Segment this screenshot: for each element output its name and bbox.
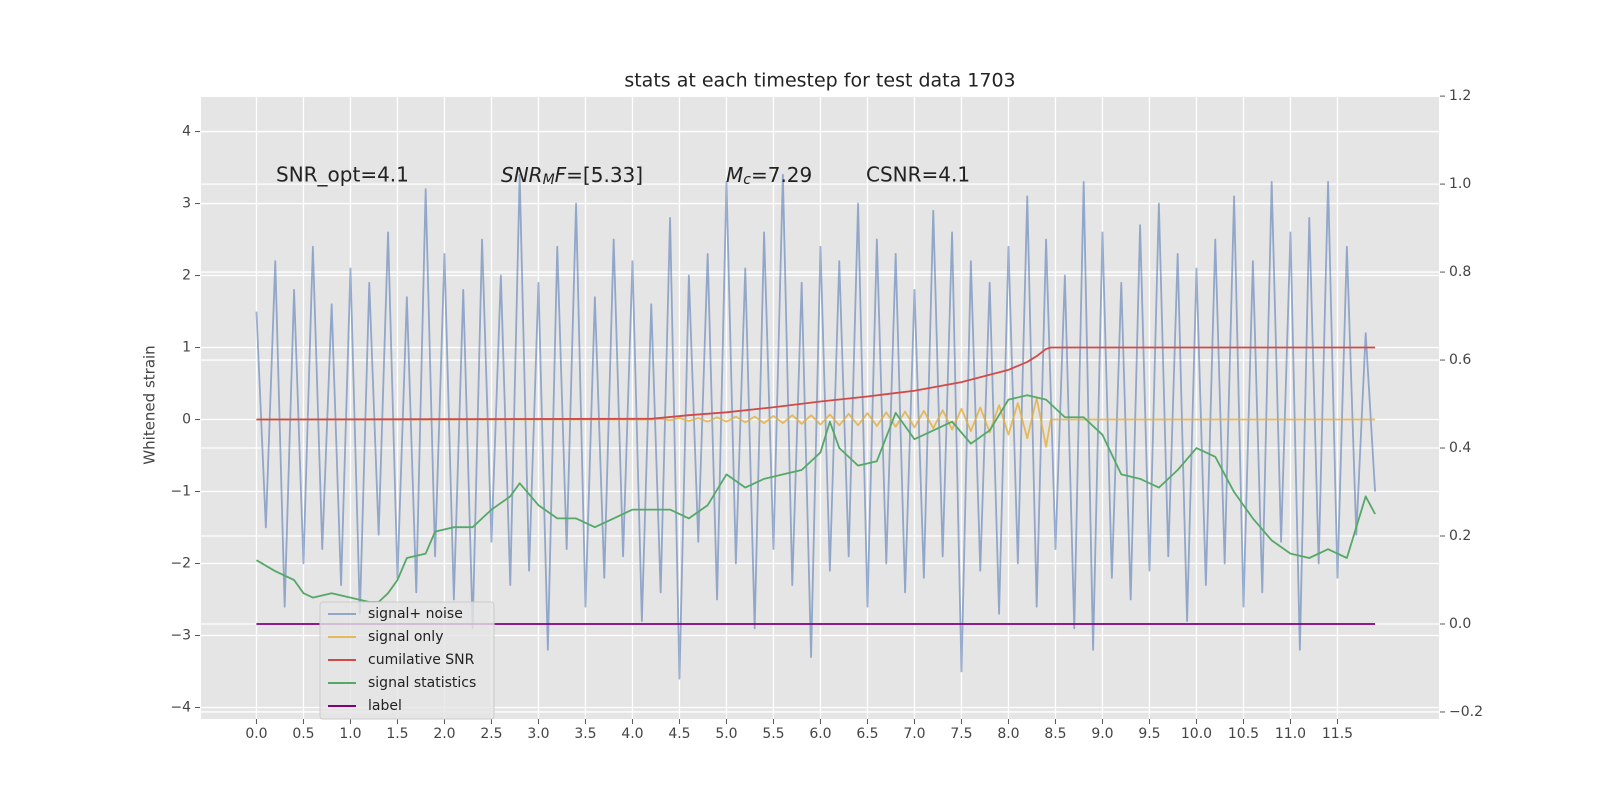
x-tick-label: 1.5 bbox=[386, 726, 408, 742]
x-tick-label: 7.5 bbox=[950, 726, 972, 742]
y2-tick-label: 1.0 bbox=[1449, 176, 1471, 192]
legend-label: label bbox=[368, 698, 402, 714]
x-tick-label: 2.5 bbox=[480, 726, 502, 742]
annotation: Mc=7.29 bbox=[726, 163, 812, 188]
x-tick-label: 8.5 bbox=[1044, 726, 1066, 742]
annotation: SNR_opt=4.1 bbox=[276, 163, 409, 187]
math-part: F bbox=[555, 163, 567, 187]
x-tick-label: 3.5 bbox=[574, 726, 596, 742]
math-part: M bbox=[726, 163, 743, 187]
y-tick-label: −2 bbox=[170, 556, 191, 572]
legend-label: signal+ noise bbox=[368, 606, 463, 622]
legend: signal+ noise signal only cumilative SNR si… bbox=[319, 601, 495, 720]
legend-box bbox=[319, 601, 495, 720]
y2-tick-label: 0.4 bbox=[1449, 440, 1471, 456]
series-line bbox=[255, 173, 1376, 680]
x-tick-label: 4.5 bbox=[668, 726, 690, 742]
x-tick-label: 0.0 bbox=[245, 726, 267, 742]
y-tick-label: 4 bbox=[182, 124, 191, 140]
legend-label: signal statistics bbox=[368, 675, 476, 691]
y-tick-label: 0 bbox=[182, 412, 191, 428]
x-tick-label: 5.5 bbox=[762, 726, 784, 742]
annotations: SNR_opt=4.1 SNRMF=[5.33] Mc=7.29 CSNR=4.1 bbox=[276, 163, 970, 188]
x-tick-label: 6.5 bbox=[856, 726, 878, 742]
chart-title: stats at each timestep for test data 170… bbox=[624, 70, 1015, 92]
series-line bbox=[256, 394, 1376, 603]
annotation: SNRMF=[5.33] bbox=[501, 163, 643, 188]
series-line bbox=[256, 397, 1376, 448]
y-tick-label: 2 bbox=[182, 268, 191, 284]
y-tick-label: 1 bbox=[182, 340, 191, 356]
annotation-text: =7.29 bbox=[751, 163, 812, 187]
x-tick-label: 2.0 bbox=[433, 726, 455, 742]
x-tick-label: 3.0 bbox=[527, 726, 549, 742]
y-tick-label: −1 bbox=[170, 484, 191, 500]
x-tick-label: 11.5 bbox=[1322, 726, 1353, 742]
y-tick-label: −3 bbox=[170, 627, 191, 643]
axes: 0.0 0.5 1.0 1.5 2.0 2.5 3.0 3.5 4.0 4.5 5.0 5.5 6.0 6… bbox=[170, 88, 1483, 742]
math-part: M bbox=[543, 172, 555, 188]
y2-tick-label: 0.6 bbox=[1449, 352, 1471, 368]
legend-label: cumilative SNR bbox=[368, 652, 475, 668]
x-tick-label: 0.5 bbox=[292, 726, 314, 742]
x-tick-label: 4.0 bbox=[621, 726, 643, 742]
legend-label: signal only bbox=[368, 629, 443, 645]
y2-tick-label: −0.2 bbox=[1449, 704, 1483, 720]
y-axis-label: Whitened strain bbox=[141, 345, 159, 464]
y2-tick-label: 0.8 bbox=[1449, 264, 1471, 280]
series-line bbox=[256, 346, 1376, 421]
x-tick-label: 8.0 bbox=[997, 726, 1019, 742]
x-tick-label: 9.5 bbox=[1138, 726, 1160, 742]
annotation: CSNR=4.1 bbox=[866, 163, 970, 187]
x-tick-label: 10.5 bbox=[1228, 726, 1259, 742]
math-part: c bbox=[743, 172, 751, 188]
y2-tick-label: 1.2 bbox=[1449, 88, 1471, 104]
x-tick-label: 5.0 bbox=[715, 726, 737, 742]
y-tick-label: −4 bbox=[170, 699, 191, 715]
x-tick-label: 1.0 bbox=[339, 726, 361, 742]
y2-tick-label: 0.2 bbox=[1449, 528, 1471, 544]
y-tick-label: 3 bbox=[182, 196, 191, 212]
y2-tick-label: 0.0 bbox=[1449, 616, 1471, 632]
x-tick-label: 11.0 bbox=[1275, 726, 1306, 742]
x-tick-label: 10.0 bbox=[1181, 726, 1212, 742]
x-tick-label: 7.0 bbox=[903, 726, 925, 742]
x-tick-label: 6.0 bbox=[809, 726, 831, 742]
annotation-text: =[5.33] bbox=[566, 163, 643, 187]
x-tick-label: 9.0 bbox=[1091, 726, 1113, 742]
math-part: SNR bbox=[501, 163, 543, 187]
